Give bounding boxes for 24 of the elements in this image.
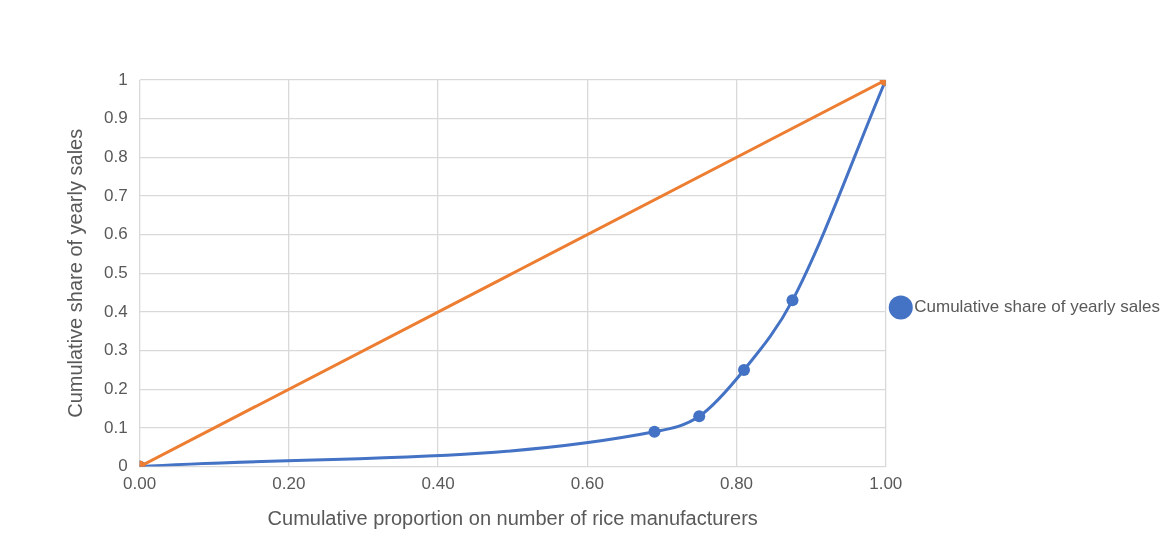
y-tick-label: 0.7	[103, 185, 128, 205]
y-axis-title: Cumulative share of yearly sales	[63, 128, 86, 418]
y-tick-label: 0.4	[103, 301, 128, 321]
point	[648, 425, 661, 438]
y-tick-label: 0.5	[103, 262, 128, 282]
legend-label: Cumulative share of yearly sales	[914, 297, 1160, 317]
x-tick-label: 1.00	[869, 474, 903, 494]
y-tick-label: 0.8	[103, 147, 128, 167]
x-tick-label: 0.40	[421, 474, 455, 494]
y-tick-label: 0.2	[103, 378, 128, 398]
x-tick-label: 0.80	[719, 474, 754, 494]
y-tick-label: 0.1	[103, 417, 128, 437]
x-tick-label: 0.20	[272, 474, 306, 494]
x-tick-label: 0.60	[570, 474, 604, 494]
x-axis-title: Cumulative proportion on number of rice manufacturers	[267, 506, 758, 529]
x-tick-label: 0.00	[123, 474, 157, 494]
y-tick-label: 0.6	[103, 224, 128, 244]
point	[737, 363, 750, 376]
y-tick-label: 0.9	[103, 108, 128, 128]
y-tick-label: 0.3	[103, 340, 128, 360]
point	[693, 410, 706, 423]
y-tick-label: 1	[118, 69, 128, 89]
point	[786, 294, 799, 307]
y-tick-label: 0	[118, 456, 128, 476]
